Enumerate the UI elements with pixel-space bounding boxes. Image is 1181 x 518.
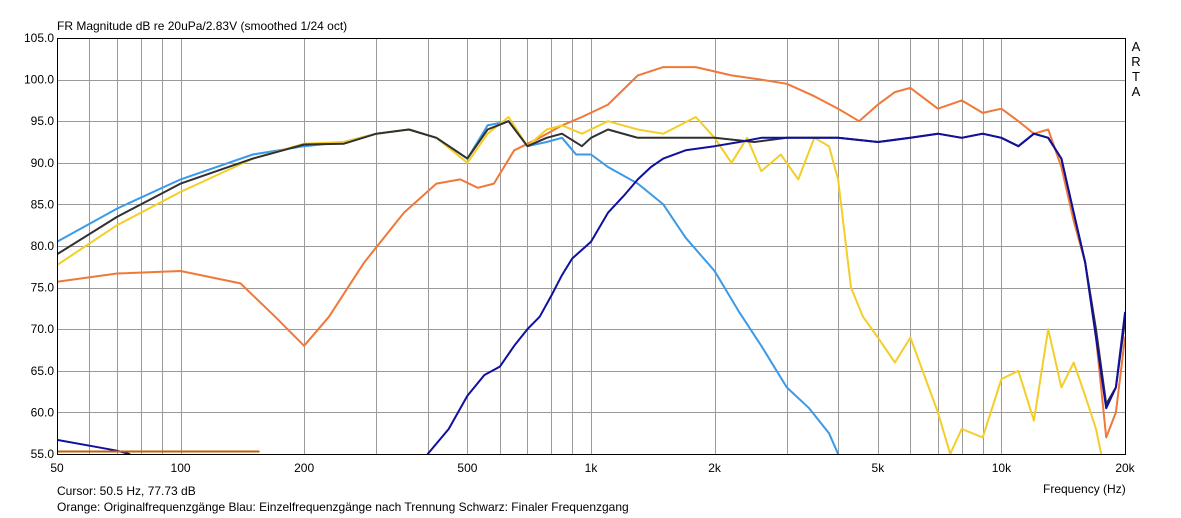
x-tick-label: 200 bbox=[294, 461, 314, 475]
x-tick-label: 20k bbox=[1115, 461, 1135, 475]
y-tick-label: 60.0 bbox=[31, 405, 55, 419]
arta-letter: A bbox=[1131, 84, 1141, 99]
x-tick-label: 2k bbox=[708, 461, 722, 475]
cursor-readout: Cursor: 50.5 Hz, 77.73 dB bbox=[57, 484, 196, 498]
arta-letter: R bbox=[1131, 54, 1141, 69]
y-tick-label: 70.0 bbox=[31, 322, 55, 336]
series-group bbox=[57, 66, 1125, 454]
arta-letter: A bbox=[1131, 39, 1141, 54]
series-line-0 bbox=[57, 66, 1125, 439]
series-line-4 bbox=[426, 132, 1125, 454]
y-tick-label: 105.0 bbox=[24, 31, 54, 45]
y-tick-label: 90.0 bbox=[31, 156, 55, 170]
arta-logo: A R T A bbox=[1130, 39, 1142, 99]
x-tick-label: 100 bbox=[171, 461, 191, 475]
arta-letter: T bbox=[1132, 69, 1140, 84]
x-tick-label: 500 bbox=[457, 461, 477, 475]
grid-lines bbox=[57, 38, 1125, 454]
x-tick-label: 5k bbox=[872, 461, 886, 475]
legend-text: Orange: Originalfrequenzgänge Blau: Einz… bbox=[57, 500, 629, 514]
series-line-1 bbox=[57, 120, 840, 454]
y-tick-label: 100.0 bbox=[24, 73, 54, 87]
plot-frame bbox=[57, 38, 1126, 455]
chart-title: FR Magnitude dB re 20uPa/2.83V (smoothed… bbox=[57, 19, 348, 33]
x-tick-label: 10k bbox=[992, 461, 1012, 475]
y-tick-label: 80.0 bbox=[31, 239, 55, 253]
y-tick-label: 95.0 bbox=[31, 114, 55, 128]
y-tick-label: 75.0 bbox=[31, 281, 55, 295]
y-tick-label: 85.0 bbox=[31, 197, 55, 211]
y-tick-label: 55.0 bbox=[31, 447, 55, 461]
y-tick-label: 65.0 bbox=[31, 364, 55, 378]
x-axis-label: Frequency (Hz) bbox=[1043, 482, 1126, 496]
x-tick-label: 50 bbox=[50, 461, 64, 475]
x-tick-label: 1k bbox=[585, 461, 599, 475]
